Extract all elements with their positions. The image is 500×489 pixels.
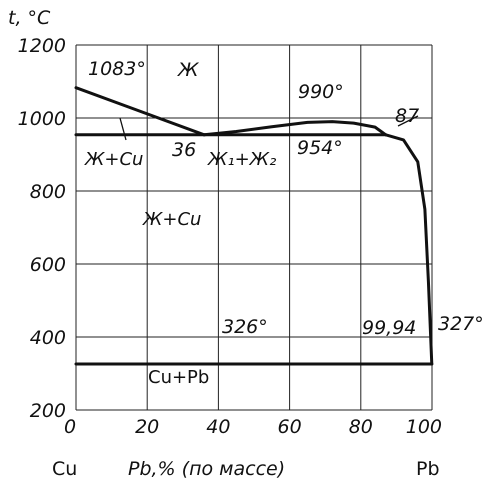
grid [75,44,433,411]
x-axis-label: Pb,% (по массе) [128,458,285,480]
label-liquid-plus-cu-lower: Ж+Cu [142,209,201,230]
y-tick-label-1000: 1000 [18,108,66,130]
y-tick-label-1200: 1200 [18,35,66,57]
tick-labels: 200 400 600 800 1000 1200 0 20 40 60 80 100 [18,35,442,438]
label-1083: 1083° [88,58,146,80]
phase-curve-miscibility_gap [202,120,388,137]
x-axis-left-end-label: Cu [52,458,77,480]
x-tick-label-20: 20 [135,416,159,438]
phase-curve-liquidus_pb [384,133,434,366]
y-tick-label-800: 800 [30,181,66,203]
label-liquid: Ж [177,59,200,81]
annotation-leader-liquid-cu [119,117,127,141]
y-tick-label-400: 400 [30,327,66,349]
label-99-94: 99,94 [362,317,416,339]
y-tick-label-600: 600 [30,254,66,276]
x-tick-label-60: 60 [278,416,302,438]
x-tick-label-80: 80 [349,416,373,438]
label-87: 87 [395,105,419,127]
annotation-leader-87 [397,115,419,127]
x-tick-label-100: 100 [406,416,442,438]
phase-curve-liquidus_cu [74,86,206,137]
y-axis-label: t, °C [8,7,51,29]
label-990: 990° [298,81,344,103]
label-36: 36 [172,139,196,161]
x-tick-label-40: 40 [206,416,230,438]
label-liquid-plus-cu-upper: Ж+Cu [84,149,143,170]
phase-curves [74,86,434,366]
label-326: 326° [222,316,268,338]
x-tick-label-0: 0 [64,416,76,438]
label-two-liquids: Ж₁+Ж₂ [207,149,276,170]
label-954: 954° [297,137,343,159]
x-axis-right-end-label: Pb [416,458,440,480]
label-327: 327° [438,313,484,335]
label-cu-plus-pb: Cu+Pb [148,367,209,388]
y-tick-label-200: 200 [30,400,66,422]
